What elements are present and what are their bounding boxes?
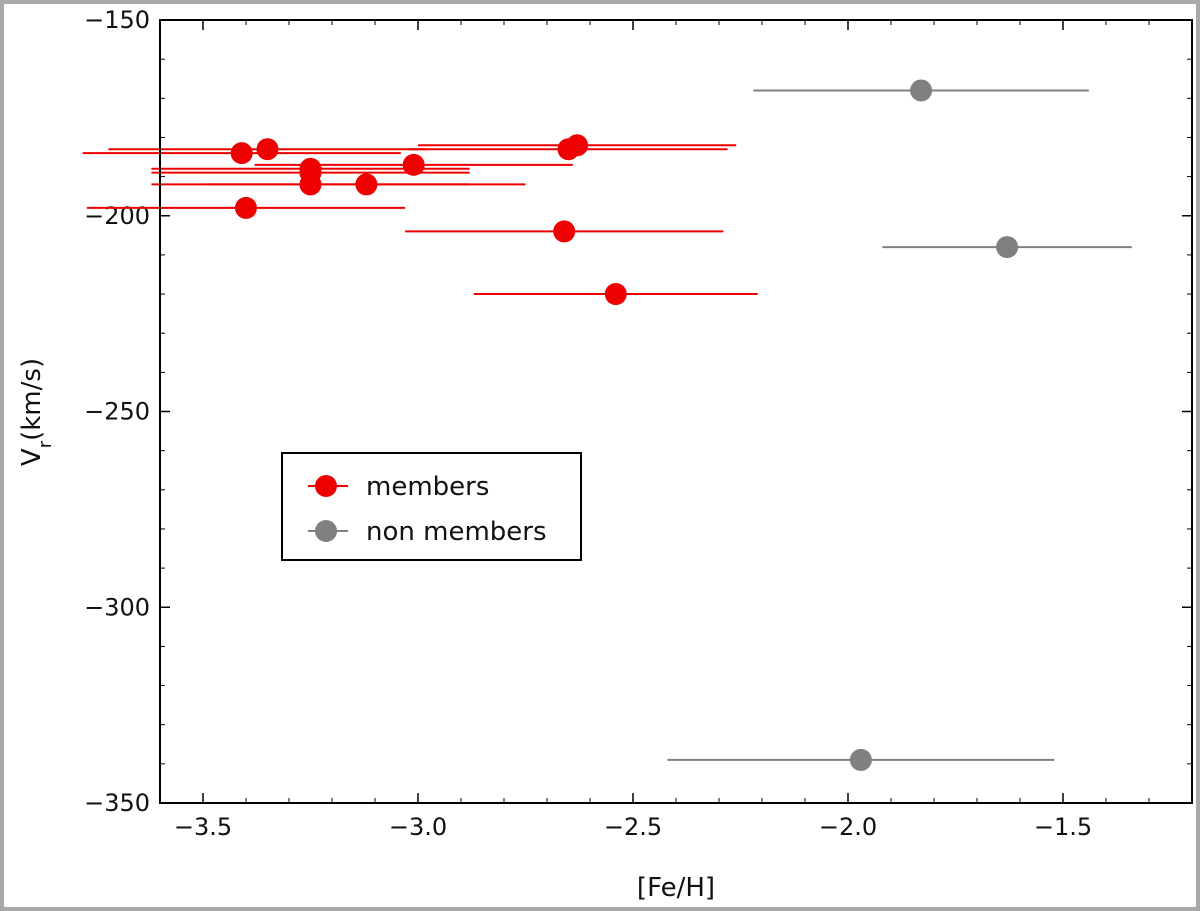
- data-point: [235, 196, 257, 219]
- data-point: [230, 142, 253, 165]
- y-tick-label: −250: [84, 398, 150, 426]
- data-point: [402, 153, 425, 176]
- data-point: [553, 220, 576, 243]
- x-tick-label: −2.0: [819, 813, 877, 841]
- y-axis-label-main: V: [17, 448, 47, 466]
- legend-box: [281, 452, 582, 561]
- data-point: [910, 79, 933, 102]
- legend-non-members-marker: [315, 520, 337, 542]
- y-tick-label: −300: [84, 593, 150, 621]
- y-tick-label: −150: [84, 6, 150, 34]
- data-point: [355, 173, 378, 196]
- y-axis-label-unit: (km/s): [17, 358, 47, 441]
- error-bars: [82, 89, 1132, 761]
- plot-area: [159, 19, 1193, 804]
- y-axis-label-subscript: r: [35, 440, 56, 448]
- legend-non-members-label: non members: [366, 517, 547, 547]
- legend-members-label: members: [366, 472, 489, 502]
- data-point: [604, 283, 627, 306]
- y-tick-label: −200: [84, 202, 150, 230]
- x-tick-label: −1.5: [1034, 813, 1092, 841]
- ticks-layer: −3.5 −3.0 −2.5 −2.0 −1.5 −150 −200 −250 −300 −350: [84, 6, 1193, 841]
- x-axis-label: [Fe/H]: [637, 873, 715, 903]
- data-point: [299, 173, 322, 196]
- data-points: [230, 79, 1019, 771]
- legend-members-marker: [315, 475, 337, 497]
- y-axis-label: Vr(km/s): [17, 358, 56, 466]
- data-point: [256, 138, 279, 161]
- y-tick-label: −350: [84, 789, 150, 817]
- data-point: [996, 236, 1019, 259]
- data-point: [566, 134, 589, 157]
- x-tick-label: −3.0: [389, 813, 447, 841]
- legend: members non members: [281, 452, 582, 561]
- data-point: [849, 748, 872, 771]
- x-tick-label: −3.5: [174, 813, 232, 841]
- x-tick-label: −2.5: [604, 813, 662, 841]
